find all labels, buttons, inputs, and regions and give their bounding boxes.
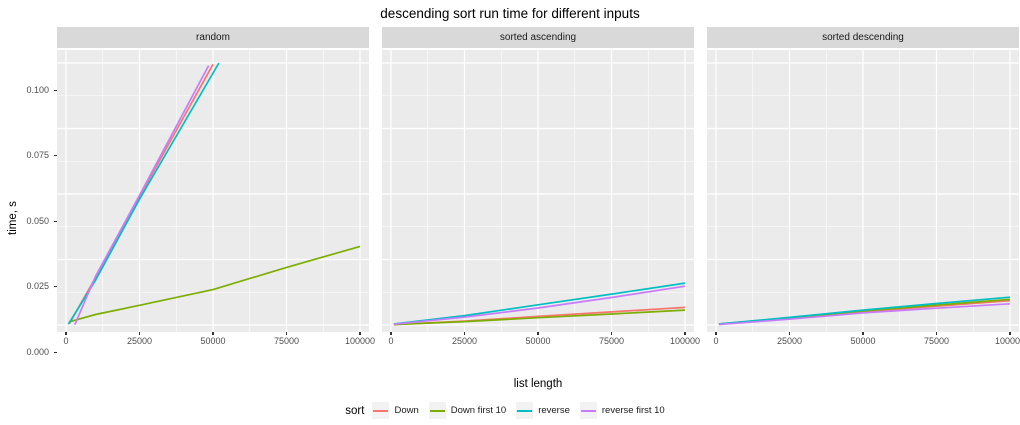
x-tick-label: 75000 <box>923 336 950 346</box>
x-tick-label: 50000 <box>525 336 551 346</box>
x-tick-label: 25000 <box>451 336 478 346</box>
legend-key-line-icon <box>429 409 445 412</box>
y-tick-label: 0.025 <box>26 281 49 291</box>
x-tick-mark <box>610 332 613 335</box>
legend-item-reverse-first-10: reverse first 10 <box>579 402 665 419</box>
x-axis-title: list length <box>513 378 563 390</box>
y-tick-label: 0.000 <box>26 346 49 357</box>
x-tick-mark <box>935 332 938 335</box>
x-tick-row: 0 25000 50000 75000 100000 <box>57 332 375 348</box>
legend-key-line-icon <box>373 409 389 412</box>
legend-key-line-icon <box>517 409 533 412</box>
legend-item-reverse: reverse <box>516 402 570 419</box>
legend-key <box>516 402 534 419</box>
y-tick-mark <box>54 351 57 353</box>
x-tick-label: 50000 <box>850 336 876 346</box>
x-tick-label: 100000 <box>669 336 701 346</box>
x-tick-mark <box>715 332 717 335</box>
series-line-Down-first-10 <box>393 309 686 326</box>
facets: random 0 25000 50000 75000 100000 sorted ascen… <box>57 27 1020 375</box>
x-tick-mark <box>788 332 791 335</box>
facet-sorted-ascending: sorted ascending 0 25000 50000 75000 100000 <box>382 27 700 375</box>
x-tick-label: 75000 <box>598 336 625 346</box>
facet-sorted-descending: sorted descending 0 25000 50000 75000 100000 <box>707 27 1020 375</box>
x-tick-mark <box>390 332 392 335</box>
legend-item-Down-first-10: Down first 10 <box>428 402 507 419</box>
legend-label: reverse <box>538 405 570 416</box>
x-tick-mark <box>65 332 67 335</box>
y-tick-label: 0.100 <box>26 84 49 95</box>
x-tick-label: 0 <box>63 336 69 346</box>
x-tick-label: 75000 <box>273 336 300 346</box>
y-tick-label: 0.075 <box>26 150 49 160</box>
x-tick-mark <box>684 332 686 335</box>
x-tick-mark <box>212 332 214 335</box>
facet-panel <box>382 50 694 332</box>
x-tick-mark <box>1009 332 1011 335</box>
legend-key <box>579 402 597 419</box>
x-tick-mark <box>359 332 361 335</box>
series-line-reverse <box>718 296 1011 325</box>
x-tick-label: 0 <box>713 336 719 346</box>
series-line-reverse-first-10 <box>718 302 1011 326</box>
x-tick-row: 0 25000 50000 75000 100000 <box>707 332 1020 348</box>
legend-key <box>372 402 390 419</box>
x-tick-label: 25000 <box>776 336 803 346</box>
series-line-reverse-first-10 <box>74 65 210 326</box>
legend-label: Down <box>394 405 419 416</box>
legend-key-line-icon <box>580 409 596 412</box>
x-tick-label: 25000 <box>126 336 153 346</box>
legend-label: Down first 10 <box>450 405 507 416</box>
x-tick-mark <box>138 332 141 335</box>
facet-strip: random <box>57 27 369 48</box>
x-tick-mark <box>285 332 288 335</box>
legend-key <box>428 402 446 419</box>
facet-random: random 0 25000 50000 75000 100000 <box>57 27 375 375</box>
y-tick-mark <box>54 286 57 287</box>
facet-panel <box>707 50 1019 332</box>
x-tick-mark <box>463 332 466 335</box>
legend-label: reverse first 10 <box>601 405 665 416</box>
x-tick-label: 50000 <box>200 336 226 346</box>
facet-panel <box>57 50 369 332</box>
y-tick-mark <box>54 155 57 156</box>
plot-row: time, s 0.000 0.025 0.050 0.075 0.100 random… <box>0 27 1020 375</box>
series-line-reverse-first-10 <box>393 285 686 326</box>
y-tick-label: 0.050 <box>26 215 49 226</box>
chart-title: descending sort run time for different i… <box>380 6 640 21</box>
y-axis: time, s 0.000 0.025 0.050 0.075 0.100 <box>0 27 57 375</box>
series-line-Down-first-10 <box>68 245 361 323</box>
y-tick-mark <box>54 89 57 91</box>
x-tick-label: 100000 <box>344 336 376 346</box>
y-tick-mark <box>54 220 57 222</box>
x-tick-row: 0 25000 50000 75000 100000 <box>382 332 700 348</box>
facet-strip: sorted ascending <box>382 27 694 48</box>
x-tick-mark <box>862 332 864 335</box>
series-line-reverse <box>67 62 220 325</box>
legend-title: sort <box>345 404 365 417</box>
legend: sort Down Down first 10 reverse reverse fir… <box>0 402 1020 419</box>
facet-strip: sorted descending <box>707 27 1019 48</box>
x-tick-label: 0 <box>388 336 394 346</box>
x-tick-label: 100000 <box>994 336 1020 346</box>
x-tick-mark <box>537 332 539 335</box>
y-axis-title: time, s <box>7 201 19 235</box>
legend-item-Down: Down <box>372 402 419 419</box>
series-line-reverse <box>393 282 686 325</box>
